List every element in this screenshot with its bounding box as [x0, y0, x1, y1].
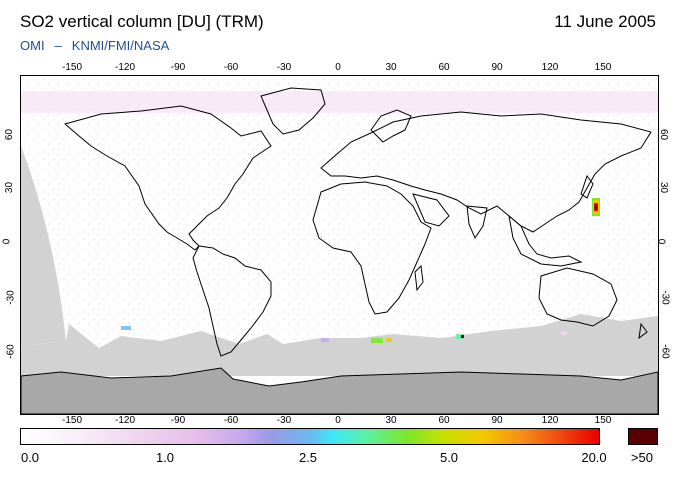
- lon-tick-top: -90: [170, 62, 186, 73]
- australia-coast: [538, 267, 618, 327]
- eurasia-coast: [320, 111, 652, 233]
- colorbar-overflow-swatch: [628, 428, 658, 445]
- lon-tick-bottom: 150: [594, 415, 612, 426]
- coastlines: [63, 87, 652, 357]
- credit-line: OMI – KNMI/FMI/NASA: [20, 38, 169, 53]
- lat-tick-right: -60: [659, 344, 671, 359]
- so2-map: [20, 75, 659, 415]
- madagascar-coast: [414, 264, 424, 292]
- so2-noise-south: [121, 326, 567, 343]
- colorbar: [20, 428, 600, 445]
- map-date: 11 June 2005: [554, 12, 656, 31]
- antarctica: [21, 367, 658, 414]
- lon-tick-bottom: -60: [223, 415, 239, 426]
- scandinavia-coast: [370, 109, 412, 143]
- lon-tick-top: 0: [335, 62, 341, 73]
- lat-tick-left: 60: [4, 128, 16, 141]
- noise-patch: [561, 331, 567, 335]
- lon-tick-top: 150: [594, 62, 612, 73]
- no-data-swath: [21, 146, 66, 346]
- lat-tick-right: 60: [658, 128, 670, 141]
- lat-tick-left: -60: [5, 344, 17, 359]
- lon-tick-bottom: 60: [438, 415, 450, 426]
- noise-patch: [461, 335, 464, 338]
- so2-plume: [592, 198, 600, 216]
- colorbar-label: 5.0: [439, 450, 459, 465]
- lon-tick-bottom: 0: [335, 415, 341, 426]
- lon-tick-bottom: -30: [276, 415, 292, 426]
- japan-coast: [580, 174, 594, 199]
- arabia-coast: [412, 193, 450, 227]
- lon-tick-bottom: -150: [61, 415, 83, 426]
- africa-coast: [312, 181, 432, 315]
- lon-tick-top: 120: [541, 62, 559, 73]
- lat-tick-left: -30: [5, 290, 17, 305]
- colorbar-label: 2.5: [298, 450, 318, 465]
- lon-tick-bottom: 120: [541, 415, 559, 426]
- high-latitude-band: [21, 91, 658, 113]
- plume-core: [595, 205, 597, 209]
- lat-tick-right: -30: [659, 290, 671, 305]
- credit-agencies: KNMI/FMI/NASA: [71, 38, 170, 53]
- world-map-graphic: [21, 76, 658, 414]
- lon-tick-bottom: 90: [491, 415, 503, 426]
- greenland-coast: [260, 87, 326, 135]
- noise-patch: [321, 338, 329, 342]
- colorbar-label: 0.0: [20, 450, 40, 465]
- lon-tick-top: -120: [114, 62, 136, 73]
- north-america-coast: [63, 105, 272, 251]
- credit-instrument: OMI: [20, 38, 45, 53]
- colorbar-label: 1.0: [155, 450, 175, 465]
- lat-tick-left: 0: [1, 238, 13, 245]
- lon-tick-top: -60: [223, 62, 239, 73]
- lon-tick-top: -30: [276, 62, 292, 73]
- south-america-coast: [192, 245, 272, 357]
- colorbar-label: 20.0: [581, 450, 607, 465]
- lon-tick-top: 90: [491, 62, 503, 73]
- lat-tick-left: 30: [4, 181, 16, 194]
- no-data-sawtooth: [21, 314, 658, 376]
- lon-tick-bottom: -90: [170, 415, 186, 426]
- colorbar-overflow-label: >50: [630, 450, 654, 465]
- noise-patch: [371, 338, 383, 343]
- lon-tick-top: 60: [438, 62, 450, 73]
- new-zealand-coast: [638, 322, 648, 340]
- lon-tick-top: 30: [385, 62, 397, 73]
- lat-tick-right: 30: [658, 181, 670, 194]
- map-title: SO2 vertical column [DU] (TRM): [20, 12, 264, 31]
- lon-tick-top: -150: [61, 62, 83, 73]
- credit-separator: –: [54, 38, 62, 53]
- noise-patch: [386, 338, 392, 342]
- india-coast: [466, 205, 488, 240]
- noise-patch: [456, 334, 464, 339]
- lon-tick-bottom: 30: [385, 415, 397, 426]
- southeast-asia-coast: [508, 214, 583, 267]
- lon-tick-bottom: -120: [114, 415, 136, 426]
- noise-patch: [121, 326, 131, 330]
